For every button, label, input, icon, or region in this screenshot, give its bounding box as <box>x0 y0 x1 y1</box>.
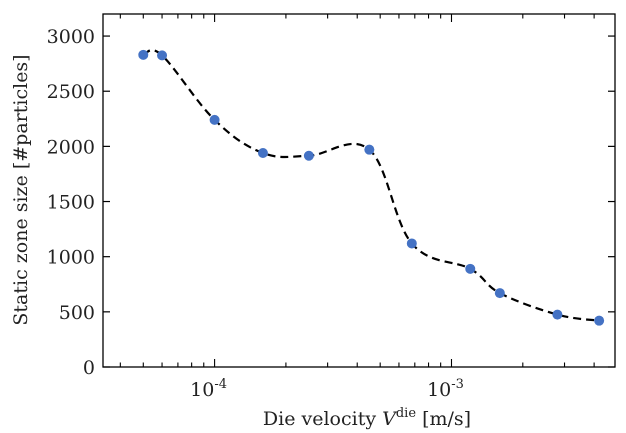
x-tick-label-exponent: -4 <box>214 377 227 392</box>
axes <box>102 13 616 368</box>
data-points <box>138 49 605 326</box>
data-point <box>209 114 220 125</box>
x-axis-label-variable: V <box>382 408 398 430</box>
data-point <box>465 263 476 274</box>
data-point <box>406 238 417 249</box>
x-tick-label-base: 10 <box>190 379 214 401</box>
data-point <box>257 147 268 158</box>
data-point <box>138 49 149 60</box>
data-point <box>303 150 314 161</box>
y-axis-label: Static zone size [#particles] <box>10 54 32 325</box>
data-point <box>594 315 605 326</box>
ticks <box>103 14 615 368</box>
y-tick-label: 2000 <box>47 136 95 158</box>
data-point <box>494 288 505 299</box>
x-tick-label-base: 10 <box>427 379 451 401</box>
y-tick-label: 1000 <box>47 247 95 269</box>
y-tick-label: 3000 <box>47 26 95 48</box>
data-point <box>552 309 563 320</box>
data-point <box>157 50 168 61</box>
x-tick-label-exponent: -3 <box>451 377 464 392</box>
x-tick-label: 10-3 <box>427 377 464 401</box>
x-axis-label-prefix: Die velocity <box>263 408 382 430</box>
data-point <box>364 144 375 155</box>
x-axis-label-superscript: die <box>396 406 416 421</box>
y-tick-label: 2500 <box>47 81 95 103</box>
plot-frame <box>102 13 616 368</box>
y-tick-label: 0 <box>83 357 95 379</box>
y-tick-label: 1500 <box>47 192 95 214</box>
y-tick-label: 500 <box>59 302 95 324</box>
x-axis-label: Die velocity Vdie [m/s] <box>263 406 471 430</box>
x-tick-label: 10-4 <box>190 377 227 401</box>
x-axis-label-unit: [m/s] <box>416 408 471 430</box>
series-line <box>142 48 600 322</box>
